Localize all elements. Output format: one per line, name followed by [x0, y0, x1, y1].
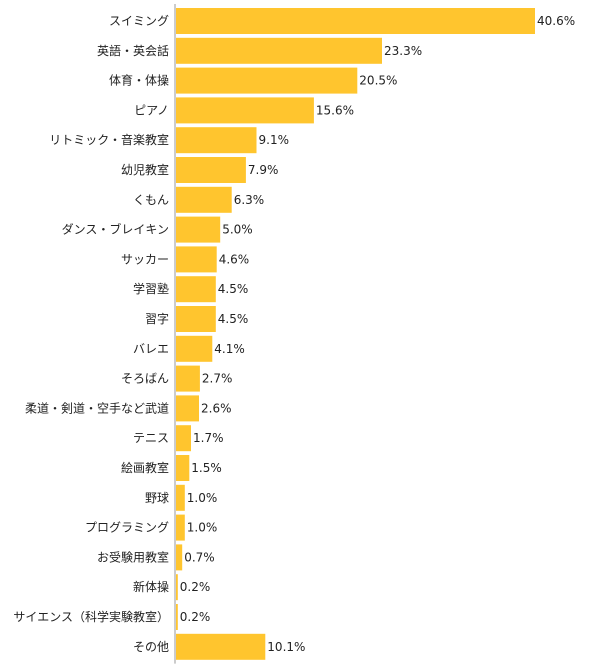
category-labels-group: スイミング英語・英会話体育・体操ピアノリトミック・音楽教室幼児教室くもんダンス・…: [13, 14, 169, 654]
category-label: リトミック・音楽教室: [49, 132, 169, 147]
category-label: 学習塾: [133, 281, 169, 296]
category-label: 習字: [145, 311, 169, 326]
value-label: 23.3%: [384, 44, 422, 58]
value-label: 4.1%: [214, 342, 245, 356]
bar: [176, 67, 358, 94]
category-label: サッカー: [121, 252, 169, 266]
value-label: 40.6%: [537, 14, 575, 28]
bar: [176, 157, 246, 183]
value-label: 7.9%: [248, 163, 279, 177]
category-label: 幼児教室: [121, 162, 169, 177]
bar: [176, 335, 213, 362]
category-label: ピアノ: [134, 103, 169, 117]
value-label: 6.3%: [234, 193, 265, 207]
bar: [176, 633, 266, 660]
category-label: 野球: [145, 491, 169, 505]
value-label: 1.5%: [191, 461, 222, 475]
category-label: バレエ: [133, 342, 169, 356]
bar: [176, 425, 191, 452]
bar: [176, 455, 190, 481]
bar: [176, 276, 216, 303]
category-label: ダンス・ブレイキン: [62, 222, 169, 237]
value-label: 15.6%: [316, 103, 354, 117]
bar: [176, 127, 257, 154]
value-labels-group: 40.6% 23.3% 20.5% 15.6% 9.1% 7.9% 6.3% 5.0% 4.6%…: [180, 14, 575, 654]
category-label: くもん: [133, 193, 169, 207]
bar: [176, 37, 382, 64]
category-label: プログラミング: [85, 521, 169, 535]
category-label: その他: [133, 640, 169, 654]
value-label: 4.5%: [218, 312, 249, 326]
category-label: 絵画教室: [121, 460, 169, 475]
value-label: 0.7%: [184, 550, 215, 564]
category-label: お受験用教室: [97, 549, 169, 564]
category-label: サイエンス（科学実験教室）: [13, 609, 169, 624]
bar: [176, 97, 314, 124]
category-label: 柔道・剣道・空手など武道: [25, 401, 169, 415]
bar: [176, 604, 178, 630]
value-label: 0.2%: [180, 610, 211, 624]
value-label: 10.1%: [267, 640, 305, 654]
bar: [176, 544, 183, 571]
value-label: 1.0%: [187, 521, 218, 535]
value-label: 1.0%: [187, 491, 218, 505]
category-label: スイミング: [109, 14, 169, 28]
value-label: 0.2%: [180, 580, 211, 594]
value-label: 5.0%: [222, 223, 253, 237]
bar: [176, 395, 199, 422]
value-label: 2.7%: [202, 372, 233, 386]
value-label: 1.7%: [193, 431, 224, 445]
value-label: 2.6%: [201, 401, 232, 415]
bar: [176, 484, 185, 511]
category-label: そろばん: [121, 372, 169, 386]
value-label: 4.5%: [218, 282, 249, 296]
category-label: テニス: [133, 431, 169, 445]
category-label: 新体操: [133, 579, 169, 594]
value-label: 9.1%: [259, 133, 290, 147]
bars-group: [176, 8, 535, 660]
bar: [176, 8, 535, 34]
bar: [176, 574, 178, 601]
bar: [176, 186, 232, 213]
category-label: 英語・英会話: [97, 43, 169, 58]
value-label: 4.6%: [219, 252, 250, 266]
category-label: 体育・体操: [109, 73, 169, 88]
bar: [176, 216, 221, 243]
bar: [176, 306, 216, 332]
bar: [176, 514, 185, 541]
bar: [176, 365, 200, 392]
bar: [176, 246, 217, 273]
value-label: 20.5%: [359, 74, 397, 88]
